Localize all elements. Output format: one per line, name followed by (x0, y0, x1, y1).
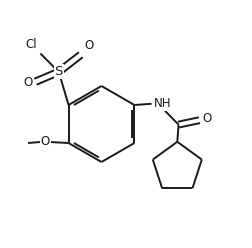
Text: O: O (202, 113, 212, 125)
Text: Cl: Cl (26, 37, 37, 51)
Text: S: S (55, 65, 63, 78)
Text: O: O (23, 76, 33, 90)
Text: O: O (84, 39, 93, 52)
Text: NH: NH (154, 97, 172, 110)
Text: O: O (41, 135, 50, 148)
